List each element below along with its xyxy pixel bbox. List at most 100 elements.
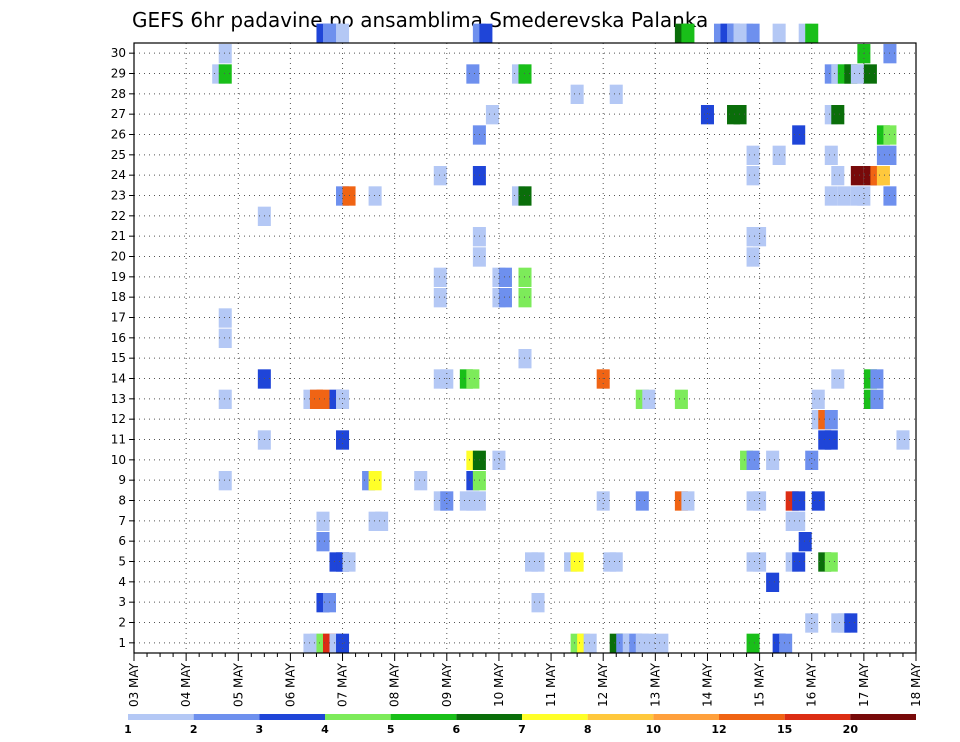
x-tick-label: 05 MAY [231, 662, 245, 707]
precip-cell [336, 430, 350, 450]
precip-cell [218, 308, 232, 328]
precip-cell [733, 105, 747, 125]
precip-cell [375, 511, 389, 531]
precip-cell [779, 633, 793, 653]
precip-cell [792, 125, 806, 145]
precip-cell [531, 552, 545, 572]
precip-cell [844, 613, 858, 633]
precip-cell [492, 450, 506, 470]
y-tick-label: 10 [111, 453, 126, 467]
precip-cell [218, 471, 232, 491]
y-tick-label: 27 [111, 107, 126, 121]
precip-cell [805, 613, 819, 633]
precip-cell [218, 44, 232, 64]
x-tick-label: 03 MAY [127, 662, 141, 707]
precip-cell [681, 23, 695, 43]
precip-cell [700, 105, 714, 125]
y-tick-label: 2 [118, 616, 126, 630]
precip-cell [336, 389, 350, 409]
precip-cell [681, 491, 695, 511]
precip-cell [518, 267, 532, 287]
x-tick-label: 09 MAY [440, 662, 454, 707]
y-tick-label: 6 [118, 534, 126, 548]
legend-swatch [522, 714, 588, 720]
precip-cell [433, 288, 447, 308]
x-tick-label: 04 MAY [179, 662, 193, 707]
x-tick-label: 15 MAY [753, 662, 767, 707]
y-tick-label: 11 [111, 433, 126, 447]
y-tick-label: 18 [111, 290, 126, 304]
precip-cell [433, 267, 447, 287]
precip-cell [414, 471, 428, 491]
legend-label: 3 [256, 723, 264, 736]
legend-swatch [193, 714, 260, 720]
x-tick-label: 18 MAY [909, 662, 923, 707]
legend-label: 6 [453, 723, 461, 736]
y-tick-label: 14 [111, 372, 126, 386]
precip-cell [609, 84, 623, 104]
precip-cell [746, 23, 760, 43]
legend-swatch [587, 714, 654, 720]
y-tick-label: 15 [111, 351, 126, 365]
legend: 1 2 3 4 5 6 7 8 10 12 15 20 [124, 714, 916, 736]
precip-cell [798, 532, 812, 552]
y-tick-label: 29 [111, 67, 126, 81]
legend-label: 10 [646, 723, 662, 736]
precip-cell [772, 145, 786, 165]
x-tick-label: 13 MAY [648, 662, 662, 707]
precip-cell [746, 166, 760, 186]
precip-cell [316, 532, 330, 552]
precip-cell [218, 64, 232, 84]
precip-cell [772, 23, 786, 43]
precip-cell [766, 572, 780, 592]
y-tick-label: 7 [118, 514, 126, 528]
precip-cell [433, 166, 447, 186]
legend-label: 5 [387, 723, 395, 736]
precip-cell [485, 105, 499, 125]
precip-cell [466, 369, 480, 389]
precip-cell [746, 247, 760, 267]
x-tick-label: 11 MAY [544, 662, 558, 707]
y-tick-label: 20 [111, 250, 126, 264]
precip-cell [583, 633, 597, 653]
legend-swatch [325, 714, 391, 720]
legend-swatch [390, 714, 457, 720]
precip-cell [896, 430, 910, 450]
precip-cell [824, 186, 838, 206]
precip-cell [368, 471, 382, 491]
x-tick-label: 08 MAY [388, 662, 402, 707]
y-tick-label: 24 [111, 168, 126, 182]
legend-label: 2 [190, 723, 198, 736]
y-tick-label: 1 [118, 636, 126, 650]
precip-cell [472, 450, 486, 470]
precip-cell [870, 369, 884, 389]
precip-cell [824, 410, 838, 430]
precip-cell [368, 186, 382, 206]
legend-swatch [784, 714, 851, 720]
precip-cell [336, 23, 350, 43]
precip-cell [596, 491, 610, 511]
precip-cell [824, 552, 838, 572]
legend-label: 12 [711, 723, 726, 736]
grid-lines [134, 43, 916, 653]
precip-cell [883, 145, 897, 165]
y-tick-label: 16 [111, 331, 126, 345]
precip-cell [792, 491, 806, 511]
legend-label: 15 [777, 723, 792, 736]
y-tick-label: 8 [118, 494, 126, 508]
precip-cell [531, 593, 545, 613]
precip-cell [811, 389, 825, 409]
precip-cell [218, 328, 232, 348]
precip-cell [440, 491, 454, 511]
precip-cell [570, 552, 584, 572]
precip-cell [863, 64, 877, 84]
precip-cell [857, 186, 871, 206]
y-tick-label: 22 [111, 209, 126, 223]
y-tick-label: 13 [111, 392, 126, 406]
precip-cell [870, 389, 884, 409]
y-tick-label: 17 [111, 311, 126, 325]
precip-cell [831, 105, 845, 125]
precip-cell [674, 389, 688, 409]
precip-cell [824, 430, 838, 450]
